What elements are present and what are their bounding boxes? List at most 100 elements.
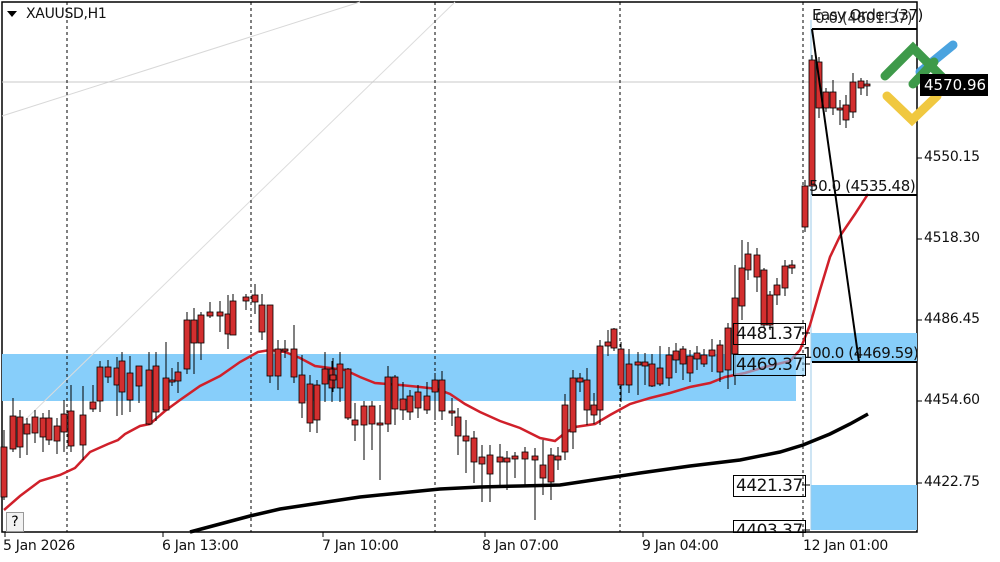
bear-candle — [569, 377, 577, 433]
price-tick-label: 4518.30 — [924, 230, 980, 246]
trendline-2 — [24, 1, 456, 421]
bear-candle — [406, 395, 414, 413]
bear-candle — [45, 417, 53, 441]
bear-candle — [399, 398, 407, 411]
bear-candle — [521, 451, 529, 460]
bear-candle — [590, 404, 598, 416]
bear-candle — [583, 379, 591, 411]
bear-candle — [766, 294, 774, 326]
plot-border — [1, 1, 918, 533]
bear-candle — [216, 311, 224, 317]
level-box-4421[interactable]: 4421.37 — [733, 475, 806, 497]
price-tick-label: 4422.75 — [924, 474, 980, 490]
candlestick-series — [0, 55, 871, 520]
zone-right-lower — [811, 485, 917, 530]
help-button[interactable]: ? — [6, 512, 24, 532]
bear-candle — [596, 345, 604, 411]
bear-candle — [842, 104, 850, 121]
bear-candle — [547, 454, 555, 483]
level-box-4481[interactable]: 4481.37 — [733, 323, 806, 345]
bear-candle — [384, 376, 392, 425]
bear-candle — [89, 401, 97, 410]
bear-candle — [23, 423, 31, 435]
bear-candle — [693, 352, 701, 360]
bear-candle — [79, 414, 87, 446]
bear-candle — [336, 363, 344, 389]
bear-candle — [486, 454, 494, 475]
bear-candle — [31, 416, 39, 434]
bear-candle — [617, 348, 625, 386]
bear-candle — [298, 374, 306, 404]
bear-candle — [174, 371, 182, 382]
bear-candle — [539, 464, 547, 479]
ma-slow-line — [189, 412, 869, 534]
time-tick-label: 12 Jan 01:00 — [803, 538, 889, 554]
bear-candle — [290, 348, 298, 378]
bear-candle — [610, 328, 618, 349]
level-box-4403[interactable]: 4403.37 — [733, 520, 806, 533]
bear-candle — [162, 377, 170, 411]
bear-candle — [753, 254, 761, 278]
bear-candle — [16, 416, 24, 448]
bear-candle — [281, 348, 289, 352]
bear-candle — [206, 311, 214, 317]
bear-candle — [39, 417, 47, 438]
bear-candle — [829, 91, 837, 109]
easy-order-badge: (37) — [894, 6, 923, 24]
bear-candle — [431, 379, 439, 393]
bear-candle — [849, 81, 857, 113]
price-tick-label: 4486.45 — [924, 311, 980, 327]
bear-candle — [511, 455, 519, 460]
bear-candle — [561, 404, 569, 453]
bear-candle — [53, 425, 61, 442]
bear-candle — [306, 383, 314, 424]
zone-right-upper — [811, 333, 917, 362]
time-tick-label: 9 Jan 04:00 — [642, 538, 719, 554]
bear-candle — [576, 377, 584, 383]
bear-candle — [716, 344, 724, 373]
fib-level-100-label: 100.0 (4469.59) — [803, 344, 919, 362]
bear-candle — [344, 368, 352, 419]
bear-candle — [648, 363, 656, 387]
bear-candle — [801, 185, 809, 228]
bear-candle — [760, 269, 768, 326]
bear-candle — [274, 348, 282, 377]
easy-order-panel-label[interactable]: Easy Order (37) — [812, 6, 923, 24]
bear-candle — [258, 304, 266, 333]
time-tick-label: 8 Jan 07:00 — [482, 538, 559, 554]
bear-candle — [808, 59, 816, 187]
ma-fast-line — [3, 193, 870, 511]
bear-candle — [96, 366, 104, 402]
current-price-tag: 4570.96 — [920, 74, 988, 96]
price-tick-label: 4454.60 — [924, 392, 980, 408]
bear-candle — [672, 350, 680, 361]
bear-candle — [423, 395, 431, 411]
trendline-1 — [1, 1, 361, 117]
bear-candle — [822, 91, 830, 109]
bear-candle — [863, 83, 871, 87]
bear-candle — [781, 265, 789, 289]
bear-candle — [438, 379, 446, 412]
fib-level-50-label: 50.0 (4535.48) — [809, 177, 916, 195]
broker-logo-icon — [880, 40, 958, 127]
bear-candle — [634, 361, 642, 366]
bear-candle — [773, 284, 781, 296]
bear-candle — [67, 410, 75, 447]
bear-candle — [496, 456, 504, 463]
bear-candle — [313, 384, 321, 421]
bear-candle — [604, 341, 612, 347]
easy-order-label: Easy Order — [812, 6, 890, 24]
bear-candle — [686, 355, 694, 374]
bear-candle — [126, 372, 134, 401]
time-tick-label: 7 Jan 10:00 — [322, 538, 399, 554]
bear-candle — [738, 267, 746, 307]
level-box-4469[interactable]: 4469.37 — [733, 354, 806, 376]
bear-candle — [9, 415, 17, 450]
bear-candle — [229, 300, 237, 336]
bear-candle — [665, 354, 673, 379]
triangle-down-icon[interactable] — [7, 11, 17, 17]
fib-level-0-label: 0.0 (4601.37) — [815, 9, 913, 27]
bear-candle — [478, 456, 486, 465]
